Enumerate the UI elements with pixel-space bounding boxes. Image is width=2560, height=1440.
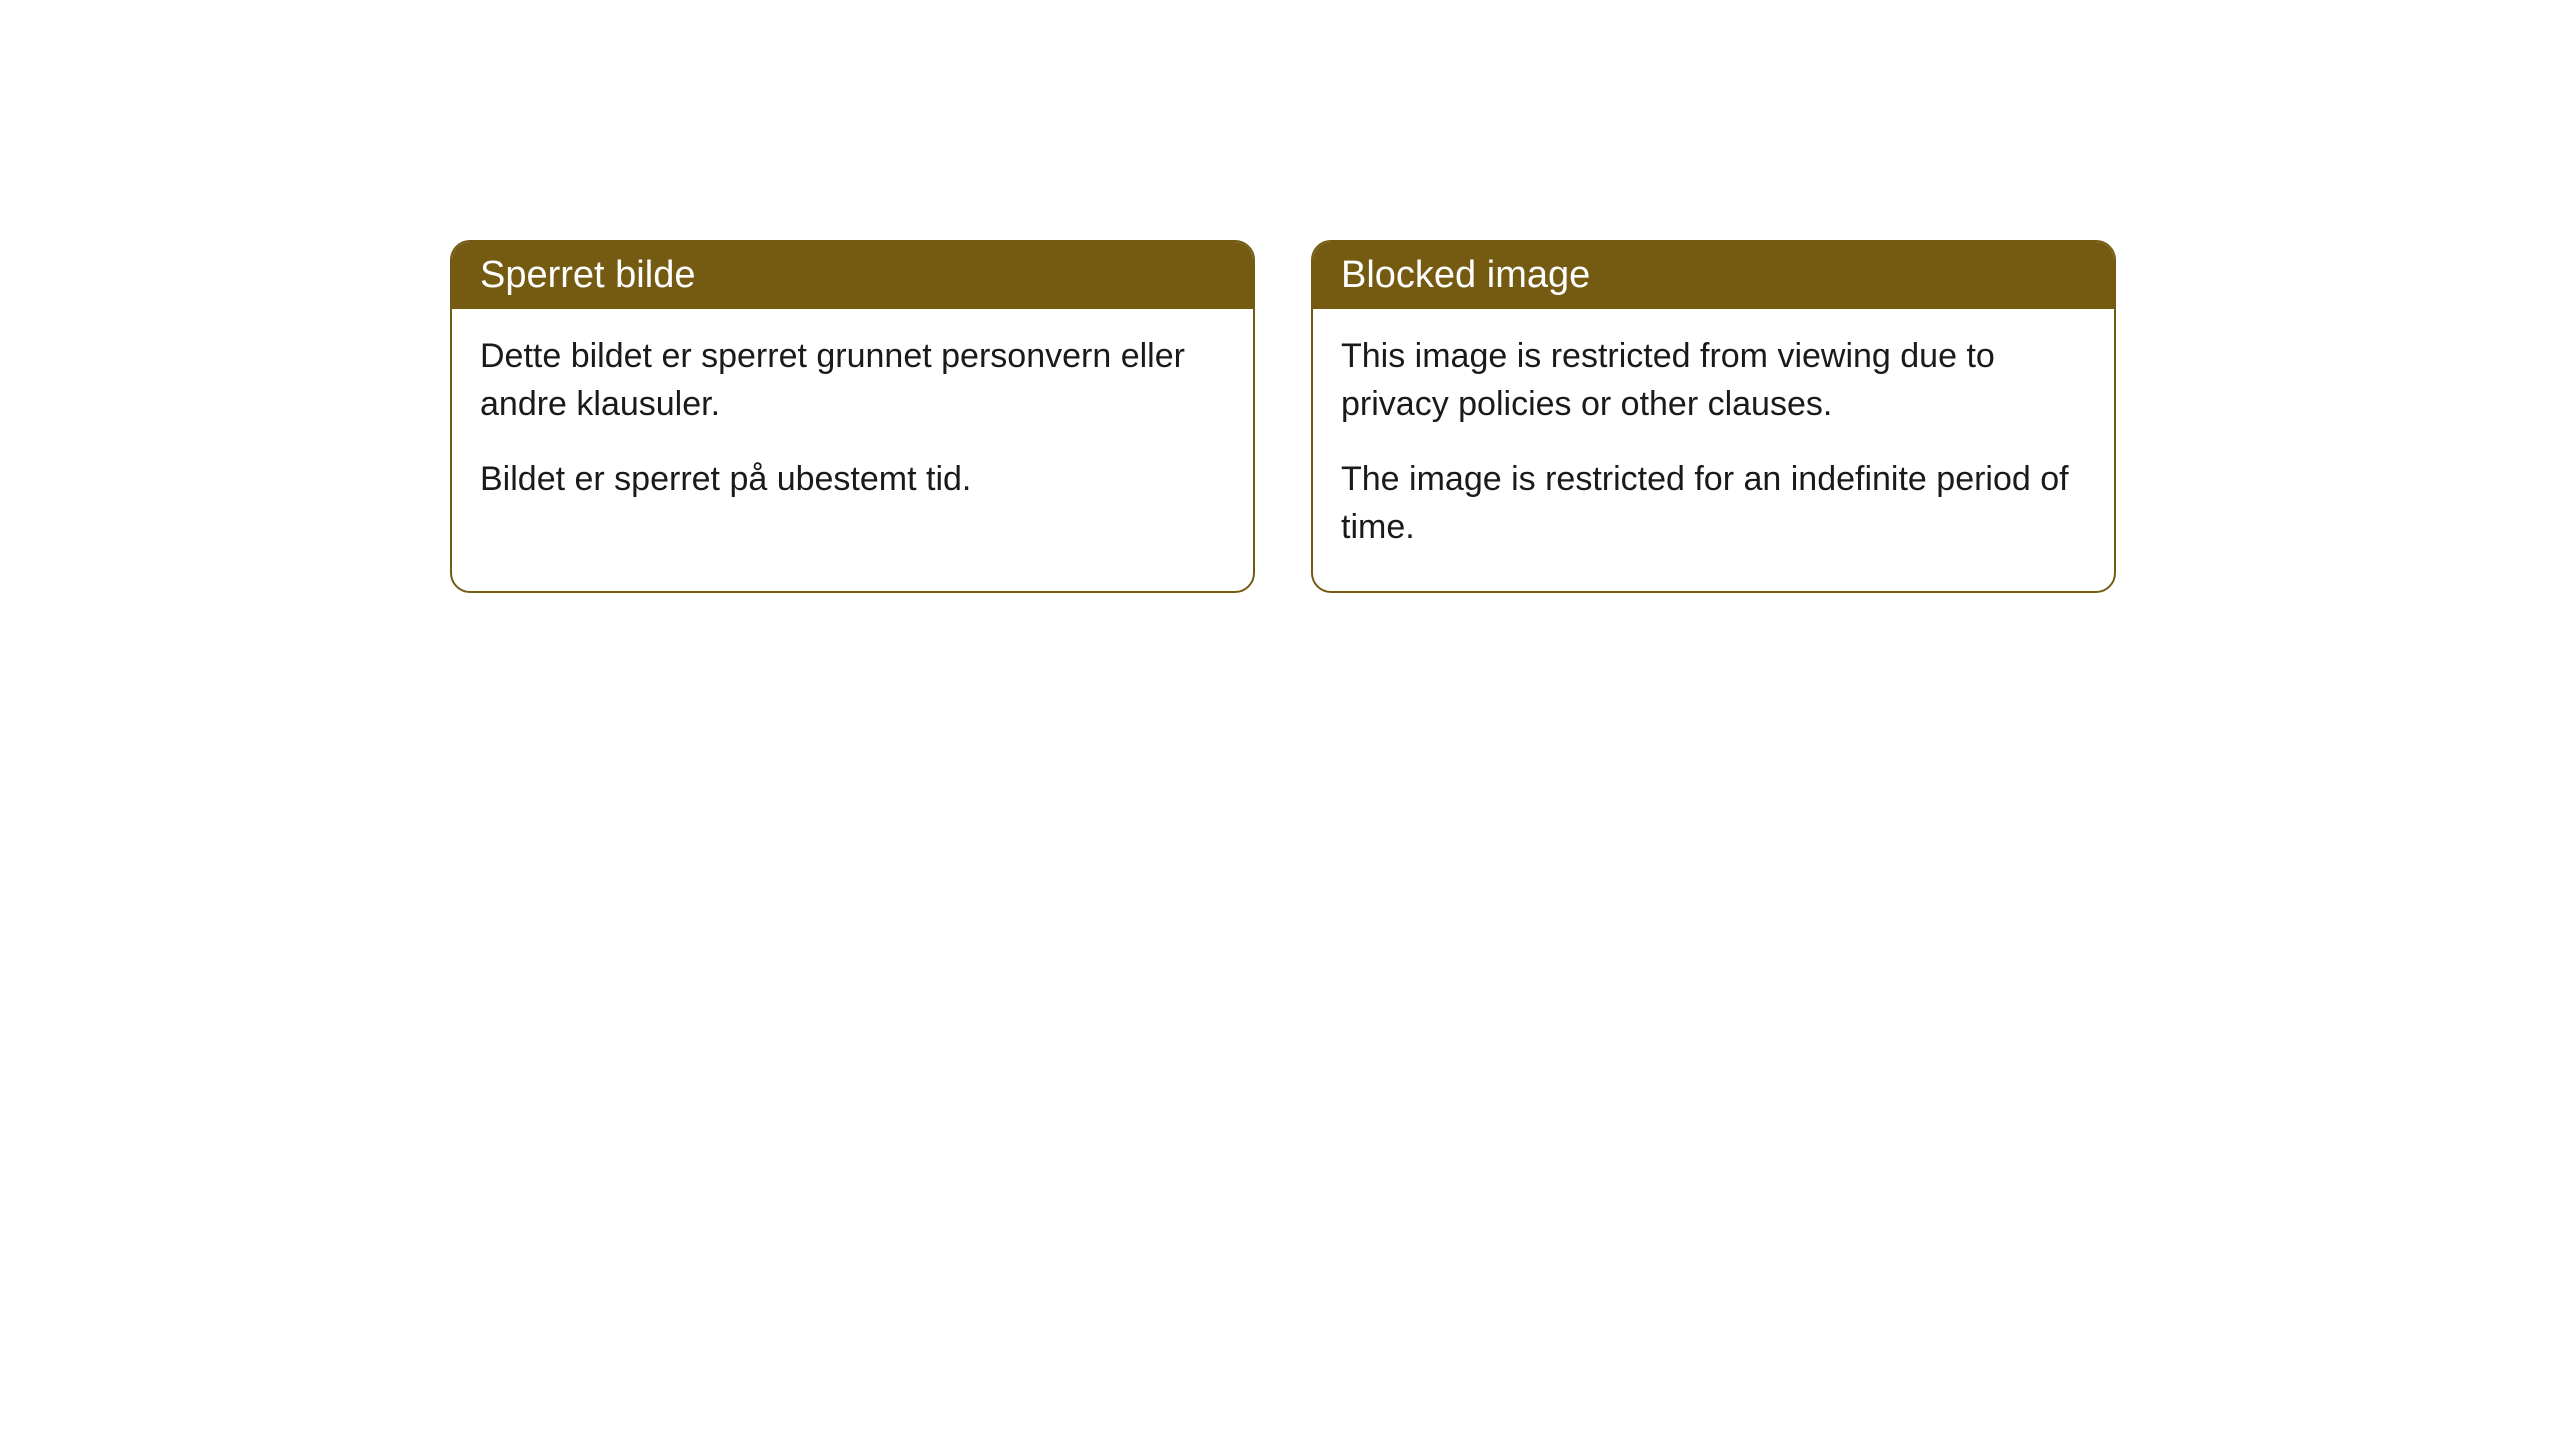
- card-body: Dette bildet er sperret grunnet personve…: [452, 309, 1253, 544]
- card-paragraph: Dette bildet er sperret grunnet personve…: [480, 333, 1225, 428]
- card-title: Blocked image: [1341, 254, 1590, 296]
- card-title: Sperret bilde: [480, 254, 695, 296]
- notice-cards-container: Sperret bilde Dette bildet er sperret gr…: [0, 0, 2560, 593]
- notice-card-norwegian: Sperret bilde Dette bildet er sperret gr…: [450, 240, 1255, 593]
- card-paragraph: This image is restricted from viewing du…: [1341, 333, 2086, 428]
- card-header: Sperret bilde: [452, 242, 1253, 309]
- notice-card-english: Blocked image This image is restricted f…: [1311, 240, 2116, 593]
- card-body: This image is restricted from viewing du…: [1313, 309, 2114, 591]
- card-paragraph: Bildet er sperret på ubestemt tid.: [480, 456, 1225, 504]
- card-paragraph: The image is restricted for an indefinit…: [1341, 456, 2086, 551]
- card-header: Blocked image: [1313, 242, 2114, 309]
